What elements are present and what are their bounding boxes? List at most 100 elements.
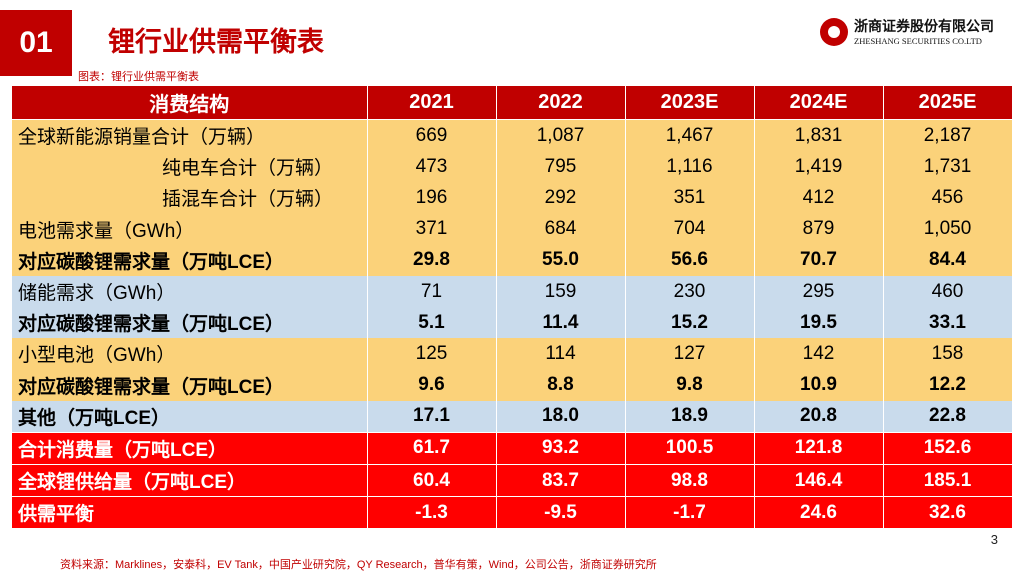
table-cell: 55.0 [496, 244, 626, 276]
table-cell: 121.8 [754, 431, 884, 465]
table-cell: 185.1 [883, 464, 1013, 497]
table-cell: 83.7 [496, 464, 626, 497]
table-cell: 84.4 [883, 244, 1013, 276]
table-row: 对应碳酸锂需求量（万吨LCE） 29.8 55.0 56.6 70.7 84.4 [12, 244, 1013, 276]
table-cell: -9.5 [496, 496, 626, 529]
row-label: 合计消费量（万吨LCE） [12, 431, 368, 465]
page-title: 锂行业供需平衡表 [108, 27, 324, 57]
table-cell: 158 [883, 338, 1013, 370]
row-label: 小型电池（GWh） [12, 338, 368, 370]
table-cell: 1,831 [754, 119, 884, 152]
table-cell: 1,467 [625, 119, 755, 152]
table-cell: -1.7 [625, 496, 755, 529]
table-row: 储能需求（GWh） 71 159 230 295 460 [12, 275, 1013, 308]
column-header: 消费结构 [12, 86, 368, 120]
table-cell: 795 [496, 151, 626, 183]
table-header-row: 消费结构 2021 2022 2023E 2024E 2025E [12, 86, 1013, 120]
table-cell: -1.3 [367, 496, 497, 529]
table-cell: 33.1 [883, 307, 1013, 339]
column-header: 2021 [367, 86, 497, 120]
column-header: 2022 [496, 86, 626, 120]
table-cell: 100.5 [625, 431, 755, 465]
table-cell: 19.5 [754, 307, 884, 339]
table-row: 对应碳酸锂需求量（万吨LCE） 5.1 11.4 15.2 19.5 33.1 [12, 307, 1013, 339]
table-row: 纯电车合计（万辆） 473 795 1,116 1,419 1,731 [12, 151, 1013, 183]
table-cell: 456 [883, 182, 1013, 214]
table-cell: 61.7 [367, 431, 497, 465]
table-cell: 93.2 [496, 431, 626, 465]
table-cell: 684 [496, 213, 626, 245]
source-note: 资料来源：Marklines，安泰科，EV Tank，中国产业研究院，QY Re… [60, 559, 657, 571]
table-cell: 460 [883, 275, 1013, 308]
table-cell: 1,731 [883, 151, 1013, 183]
table-cell: 70.7 [754, 244, 884, 276]
table-cell: 60.4 [367, 464, 497, 497]
table-cell: 159 [496, 275, 626, 308]
table-cell: 11.4 [496, 307, 626, 339]
table-cell: 17.1 [367, 400, 497, 433]
row-label: 对应碳酸锂需求量（万吨LCE） [12, 307, 368, 339]
table-row: 小型电池（GWh） 125 114 127 142 158 [12, 338, 1013, 370]
table-row: 全球锂供给量（万吨LCE） 60.4 83.7 98.8 146.4 185.1 [12, 464, 1013, 497]
column-header: 2024E [754, 86, 884, 120]
table-cell: 146.4 [754, 464, 884, 497]
logo-name-cn: 浙商证券股份有限公司 [854, 18, 994, 34]
table-cell: 71 [367, 275, 497, 308]
table-cell: 9.8 [625, 369, 755, 401]
table-cell: 196 [367, 182, 497, 214]
table-cell: 5.1 [367, 307, 497, 339]
table-cell: 1,116 [625, 151, 755, 183]
table-cell: 32.6 [883, 496, 1013, 529]
row-label: 供需平衡 [12, 496, 368, 529]
table-row: 插混车合计（万辆） 196 292 351 412 456 [12, 182, 1013, 214]
table-cell: 704 [625, 213, 755, 245]
table-cell: 8.8 [496, 369, 626, 401]
table-cell: 98.8 [625, 464, 755, 497]
table-cell: 114 [496, 338, 626, 370]
table-cell: 29.8 [367, 244, 497, 276]
table-cell: 127 [625, 338, 755, 370]
row-label: 插混车合计（万辆） [12, 182, 368, 214]
table-row: 对应碳酸锂需求量（万吨LCE） 9.6 8.8 9.8 10.9 12.2 [12, 369, 1013, 401]
table-cell: 412 [754, 182, 884, 214]
table-cell: 15.2 [625, 307, 755, 339]
table-cell: 473 [367, 151, 497, 183]
row-label: 对应碳酸锂需求量（万吨LCE） [12, 244, 368, 276]
row-label: 其他（万吨LCE） [12, 400, 368, 433]
figure-caption: 图表：锂行业供需平衡表 [78, 71, 199, 83]
table-cell: 1,087 [496, 119, 626, 152]
table-cell: 142 [754, 338, 884, 370]
table-cell: 9.6 [367, 369, 497, 401]
table-cell: 351 [625, 182, 755, 214]
company-logo: 浙商证券股份有限公司 ZHESHANG SECURITIES CO.LTD [820, 14, 1010, 54]
table-cell: 879 [754, 213, 884, 245]
table-cell: 152.6 [883, 431, 1013, 465]
row-label: 全球锂供给量（万吨LCE） [12, 464, 368, 497]
table-cell: 22.8 [883, 400, 1013, 433]
table-cell: 295 [754, 275, 884, 308]
table-cell: 230 [625, 275, 755, 308]
column-header: 2025E [883, 86, 1013, 120]
row-label: 对应碳酸锂需求量（万吨LCE） [12, 369, 368, 401]
table-cell: 2,187 [883, 119, 1013, 152]
page-number: 3 [990, 532, 998, 547]
column-header: 2023E [625, 86, 755, 120]
table-row: 其他（万吨LCE） 17.1 18.0 18.9 20.8 22.8 [12, 400, 1013, 433]
section-badge: 01 [0, 10, 72, 76]
row-label: 储能需求（GWh） [12, 275, 368, 308]
table-cell: 18.0 [496, 400, 626, 433]
table-cell: 292 [496, 182, 626, 214]
table-cell: 371 [367, 213, 497, 245]
supply-demand-table: 消费结构 2021 2022 2023E 2024E 2025E 全球新能源销量… [12, 86, 1013, 529]
row-label: 电池需求量（GWh） [12, 213, 368, 245]
table-cell: 20.8 [754, 400, 884, 433]
table-cell: 12.2 [883, 369, 1013, 401]
logo-mark-icon [820, 18, 848, 46]
logo-name-en: ZHESHANG SECURITIES CO.LTD [854, 36, 982, 46]
row-label: 纯电车合计（万辆） [12, 151, 368, 183]
table-row: 供需平衡 -1.3 -9.5 -1.7 24.6 32.6 [12, 496, 1013, 529]
table-cell: 125 [367, 338, 497, 370]
table-row: 全球新能源销量合计（万辆） 669 1,087 1,467 1,831 2,18… [12, 119, 1013, 152]
table-cell: 56.6 [625, 244, 755, 276]
table-row: 电池需求量（GWh） 371 684 704 879 1,050 [12, 213, 1013, 245]
